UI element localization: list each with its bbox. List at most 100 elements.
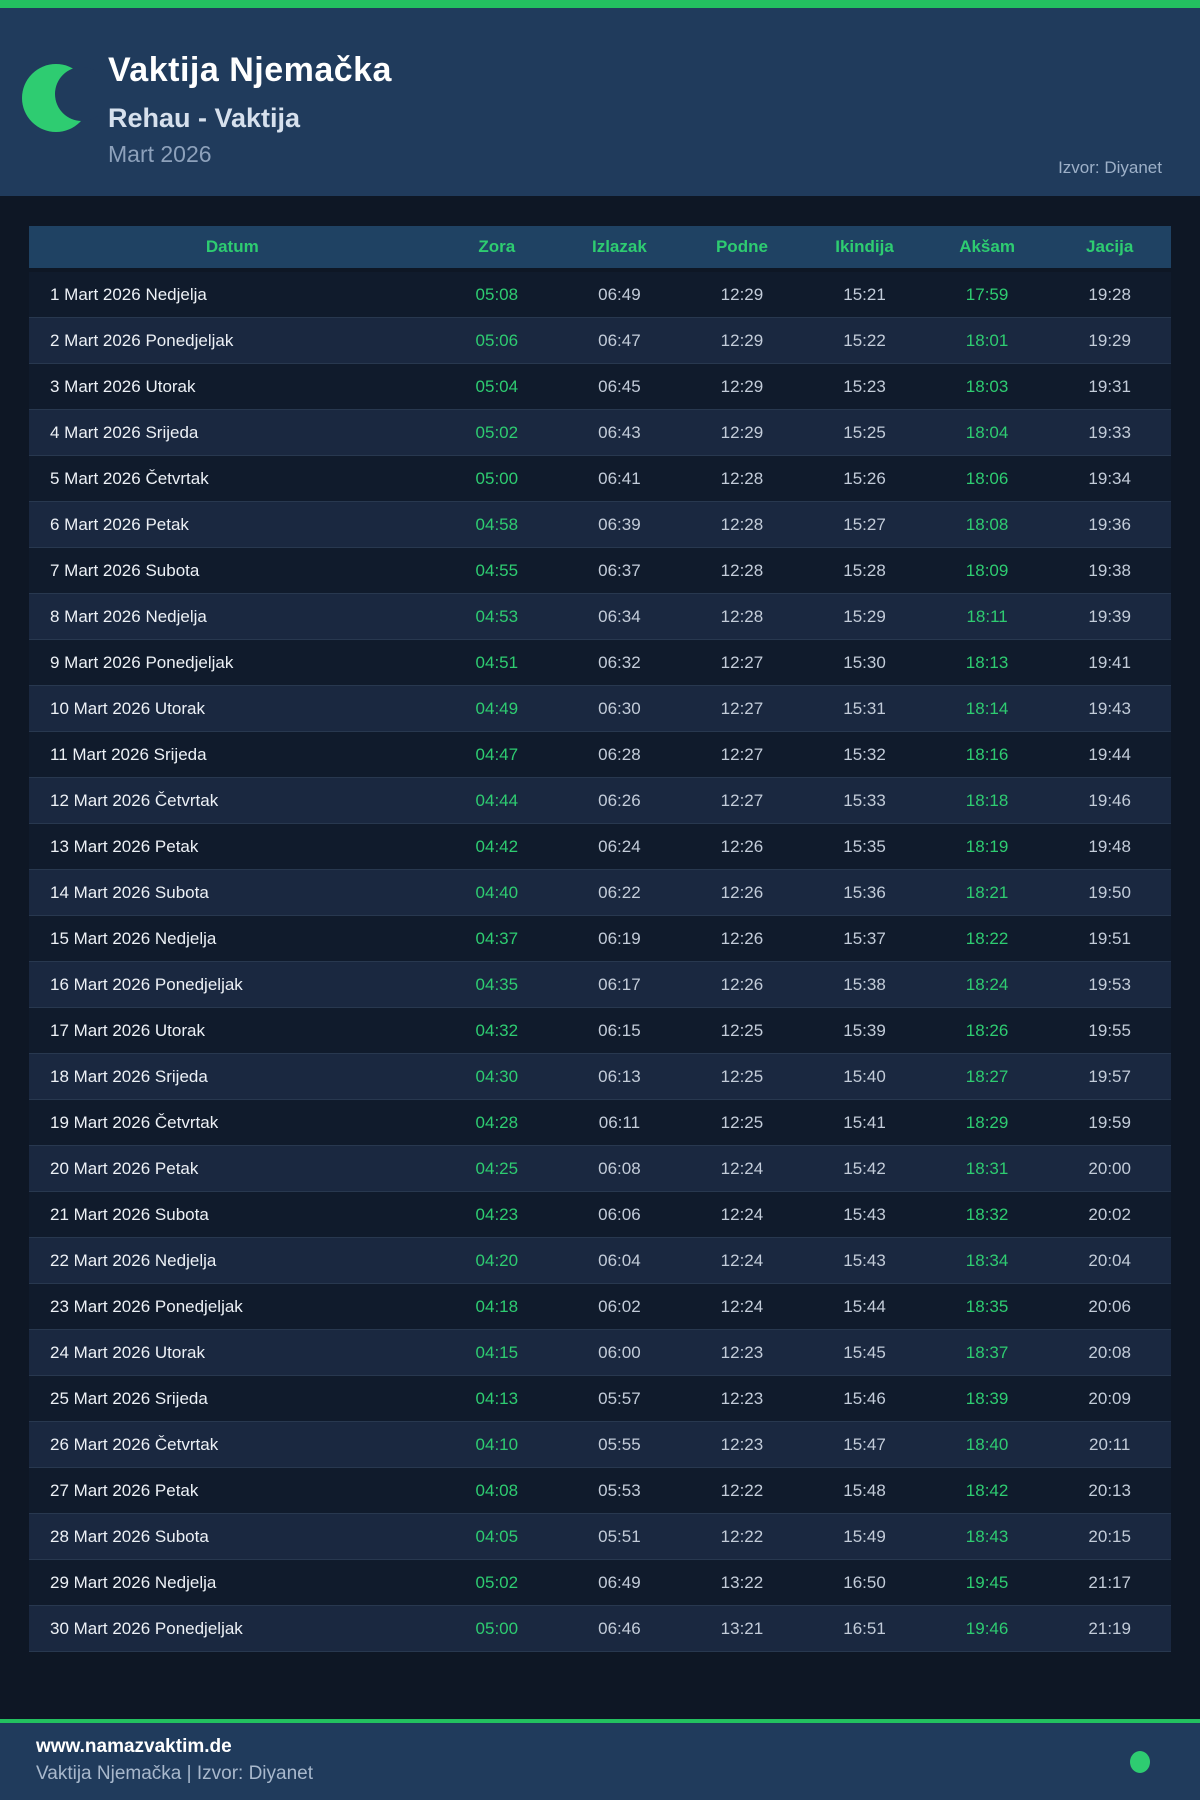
page-footer: www.namazvaktim.de Vaktija Njemačka | Iz… — [0, 1723, 1200, 1800]
ikindija-cell: 15:26 — [803, 455, 926, 502]
aksam-cell: 18:43 — [925, 1513, 1049, 1560]
table-row: 20 Mart 2026 Petak 04:25 06:08 12:24 15:42 18… — [29, 1145, 1171, 1192]
jacija-cell: 20:13 — [1048, 1467, 1171, 1514]
ikindija-cell: 15:31 — [803, 685, 926, 732]
datum-cell: 19 Mart 2026 Četvrtak — [29, 1099, 436, 1146]
aksam-cell: 18:14 — [925, 685, 1049, 732]
aksam-cell: 18:16 — [925, 731, 1049, 778]
zora-cell: 05:00 — [435, 1605, 559, 1652]
datum-cell: 23 Mart 2026 Ponedjeljak — [29, 1283, 436, 1330]
ikindija-cell: 15:22 — [803, 317, 926, 364]
table-row: 17 Mart 2026 Utorak 04:32 06:15 12:25 15:39 1… — [29, 1007, 1171, 1054]
aksam-cell: 18:27 — [925, 1053, 1049, 1100]
zora-cell: 04:15 — [435, 1329, 559, 1376]
page-title: Vaktija Njemačka — [108, 51, 392, 89]
aksam-cell: 18:11 — [925, 593, 1049, 640]
table-row: 18 Mart 2026 Srijeda 04:30 06:13 12:25 15:40… — [29, 1053, 1171, 1100]
izlazak-cell: 06:37 — [558, 547, 681, 594]
column-header: Zora — [435, 226, 559, 272]
datum-cell: 9 Mart 2026 Ponedjeljak — [29, 639, 436, 686]
table-row: 21 Mart 2026 Subota 04:23 06:06 12:24 15:43 1… — [29, 1191, 1171, 1238]
podne-cell: 12:24 — [680, 1145, 804, 1192]
datum-cell: 16 Mart 2026 Ponedjeljak — [29, 961, 436, 1008]
column-header: Ikindija — [803, 226, 926, 272]
izlazak-cell: 06:04 — [558, 1237, 681, 1284]
table-row: 14 Mart 2026 Subota 04:40 06:22 12:26 15:36 1… — [29, 869, 1171, 916]
ikindija-cell: 15:32 — [803, 731, 926, 778]
podne-cell: 12:28 — [680, 455, 804, 502]
ikindija-cell: 15:36 — [803, 869, 926, 916]
izlazak-cell: 06:47 — [558, 317, 681, 364]
podne-cell: 12:24 — [680, 1191, 804, 1238]
zora-cell: 04:08 — [435, 1467, 559, 1514]
jacija-cell: 19:29 — [1048, 317, 1171, 364]
table-body: 1 Mart 2026 Nedjelja 05:08 06:49 12:29 15:21… — [29, 270, 1171, 1652]
jacija-cell: 19:33 — [1048, 409, 1171, 456]
ikindija-cell: 15:33 — [803, 777, 926, 824]
table-row: 27 Mart 2026 Petak 04:08 05:53 12:22 15:48 18… — [29, 1467, 1171, 1514]
aksam-cell: 18:42 — [925, 1467, 1049, 1514]
jacija-cell: 19:41 — [1048, 639, 1171, 686]
podne-cell: 12:27 — [680, 731, 804, 778]
ikindija-cell: 15:27 — [803, 501, 926, 548]
ikindija-cell: 15:23 — [803, 363, 926, 410]
zora-cell: 05:00 — [435, 455, 559, 502]
podne-cell: 12:26 — [680, 823, 804, 870]
izlazak-cell: 06:11 — [558, 1099, 681, 1146]
izlazak-cell: 06:08 — [558, 1145, 681, 1192]
izlazak-cell: 06:32 — [558, 639, 681, 686]
ikindija-cell: 15:39 — [803, 1007, 926, 1054]
izlazak-cell: 06:49 — [558, 270, 681, 318]
table-row: 5 Mart 2026 Četvrtak 05:00 06:41 12:28 15:26… — [29, 455, 1171, 502]
aksam-cell: 18:40 — [925, 1421, 1049, 1468]
table-row: 9 Mart 2026 Ponedjeljak 04:51 06:32 12:27 15… — [29, 639, 1171, 686]
datum-cell: 20 Mart 2026 Petak — [29, 1145, 436, 1192]
ikindija-cell: 15:48 — [803, 1467, 926, 1514]
izlazak-cell: 06:17 — [558, 961, 681, 1008]
zora-cell: 04:10 — [435, 1421, 559, 1468]
podne-cell: 12:27 — [680, 639, 804, 686]
column-header: Datum — [29, 226, 436, 272]
ikindija-cell: 15:46 — [803, 1375, 926, 1422]
aksam-cell: 18:24 — [925, 961, 1049, 1008]
datum-cell: 5 Mart 2026 Četvrtak — [29, 455, 436, 502]
jacija-cell: 20:02 — [1048, 1191, 1171, 1238]
podne-cell: 12:27 — [680, 685, 804, 732]
datum-cell: 10 Mart 2026 Utorak — [29, 685, 436, 732]
zora-cell: 05:08 — [435, 270, 559, 318]
table-header: Datum Zora Izlazak Podne Ikindija Akšam Jacija — [29, 226, 1171, 272]
aksam-cell: 18:34 — [925, 1237, 1049, 1284]
izlazak-cell: 06:22 — [558, 869, 681, 916]
podne-cell: 12:26 — [680, 915, 804, 962]
table-row: 19 Mart 2026 Četvrtak 04:28 06:11 12:25 15:4… — [29, 1099, 1171, 1146]
content-area: Datum Zora Izlazak Podne Ikindija Akšam Jacija… — [0, 196, 1200, 1719]
ikindija-cell: 15:45 — [803, 1329, 926, 1376]
podne-cell: 12:29 — [680, 317, 804, 364]
table-row: 23 Mart 2026 Ponedjeljak 04:18 06:02 12:24 1… — [29, 1283, 1171, 1330]
podne-cell: 12:25 — [680, 1007, 804, 1054]
zora-cell: 04:20 — [435, 1237, 559, 1284]
table-row: 2 Mart 2026 Ponedjeljak 05:06 06:47 12:29 15… — [29, 317, 1171, 364]
datum-cell: 25 Mart 2026 Srijeda — [29, 1375, 436, 1422]
ikindija-cell: 16:51 — [803, 1605, 926, 1652]
jacija-cell: 19:39 — [1048, 593, 1171, 640]
jacija-cell: 19:48 — [1048, 823, 1171, 870]
aksam-cell: 18:39 — [925, 1375, 1049, 1422]
zora-cell: 04:28 — [435, 1099, 559, 1146]
izlazak-cell: 06:15 — [558, 1007, 681, 1054]
aksam-cell: 18:04 — [925, 409, 1049, 456]
zora-cell: 04:37 — [435, 915, 559, 962]
ikindija-cell: 15:42 — [803, 1145, 926, 1192]
aksam-cell: 18:35 — [925, 1283, 1049, 1330]
jacija-cell: 19:34 — [1048, 455, 1171, 502]
zora-cell: 05:06 — [435, 317, 559, 364]
datum-cell: 26 Mart 2026 Četvrtak — [29, 1421, 436, 1468]
table-row: 7 Mart 2026 Subota 04:55 06:37 12:28 15:28 18… — [29, 547, 1171, 594]
podne-cell: 12:26 — [680, 961, 804, 1008]
datum-cell: 3 Mart 2026 Utorak — [29, 363, 436, 410]
aksam-cell: 18:08 — [925, 501, 1049, 548]
aksam-cell: 18:19 — [925, 823, 1049, 870]
jacija-cell: 20:09 — [1048, 1375, 1171, 1422]
izlazak-cell: 06:19 — [558, 915, 681, 962]
ikindija-cell: 16:50 — [803, 1559, 926, 1606]
